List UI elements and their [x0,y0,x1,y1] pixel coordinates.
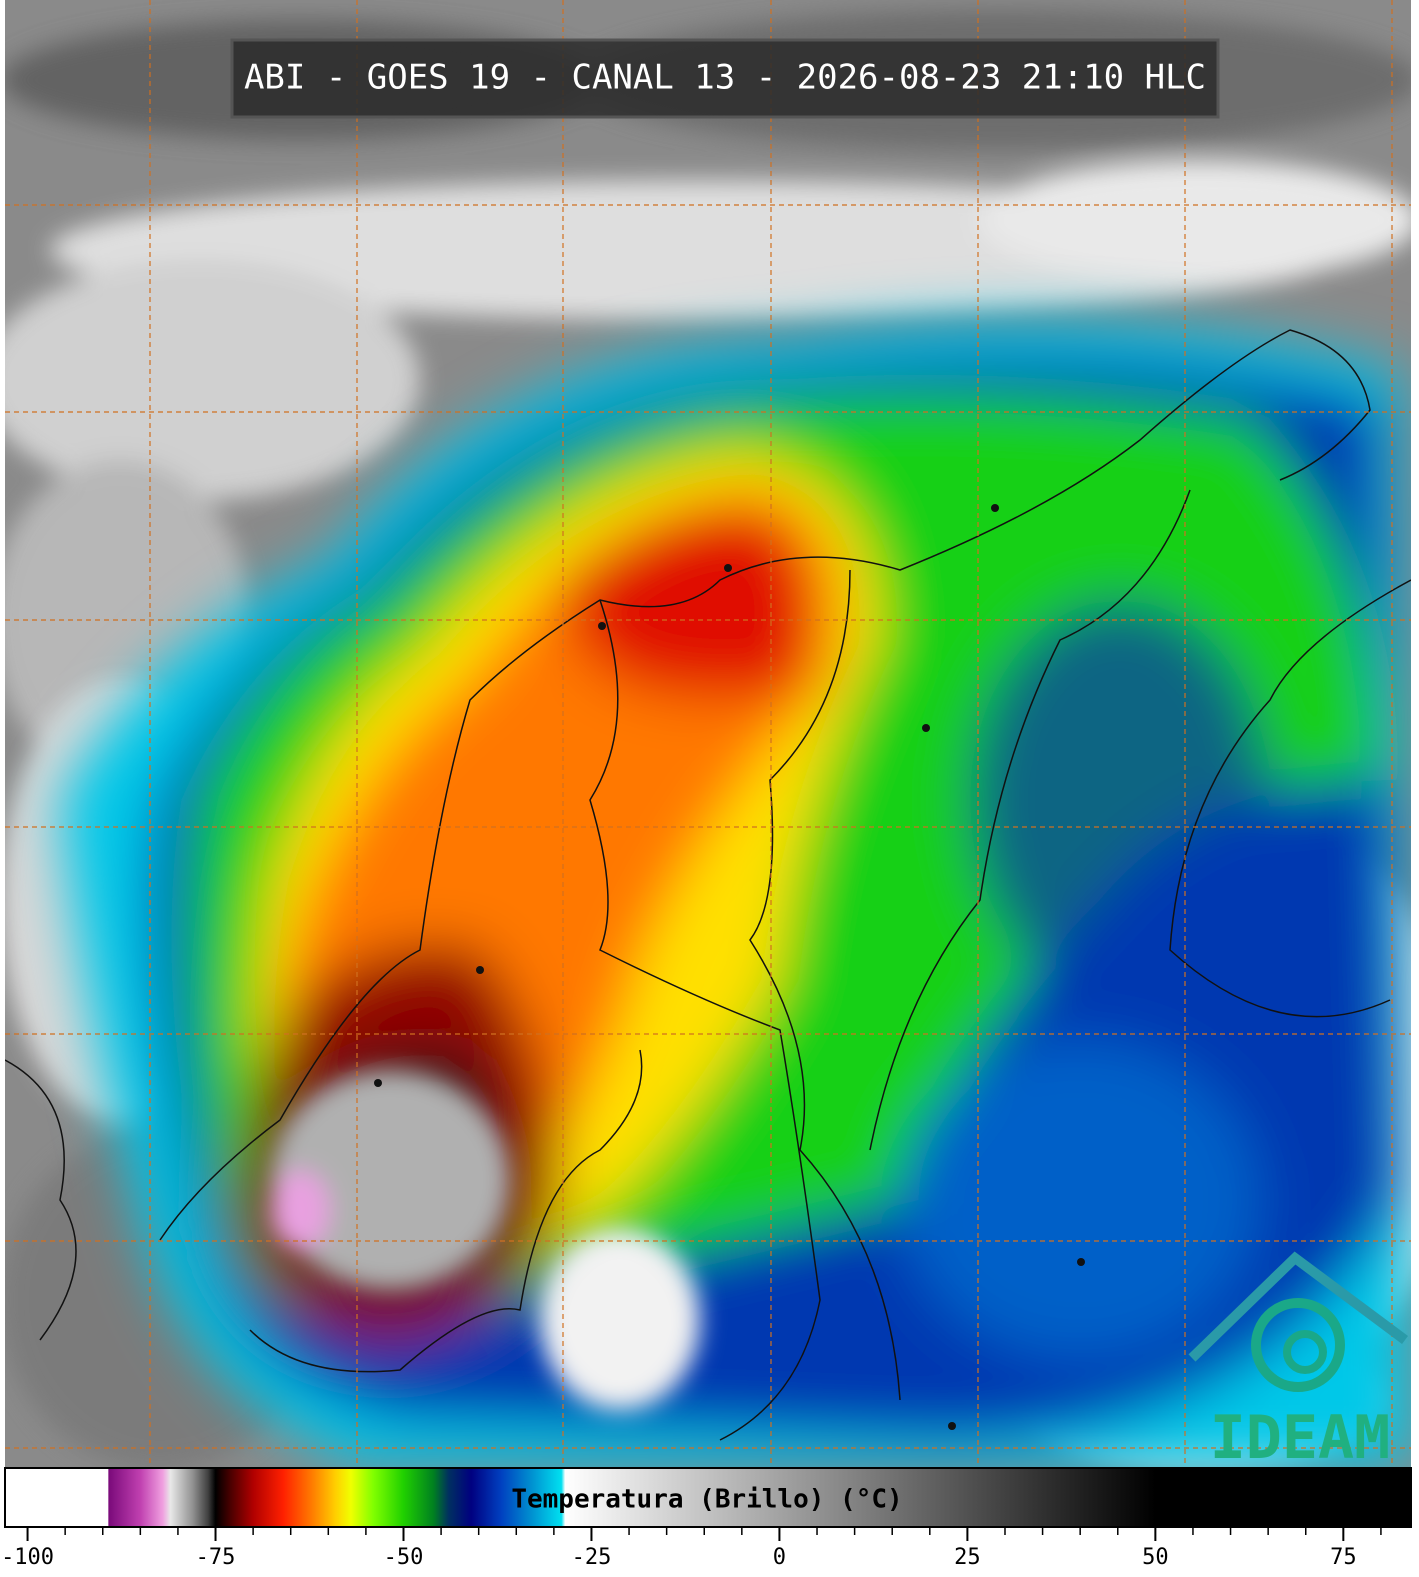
tick-label: 75 [1330,1545,1357,1570]
tick-label: 50 [1142,1545,1169,1570]
logo: IDEAM [1188,1251,1408,1473]
tick-label: 25 [954,1545,981,1570]
satellite-image [5,0,1411,1467]
tick-label: 0 [773,1545,786,1570]
title: ABI - GOES 19 - CANAL 13 - 2026-08-23 21… [244,58,1206,98]
colorbar-fill [4,1467,1412,1528]
colorbar: Temperatura (Brillo) (°C) -100 -75 -50 -25 0… [1,1467,1412,1570]
logo-text: IDEAM [1210,1403,1391,1473]
colorbar-label: Temperatura (Brillo) (°C) [511,1485,902,1515]
tick-label: -75 [196,1545,236,1570]
tick-label: -50 [384,1545,424,1570]
title-box: ABI - GOES 19 - CANAL 13 - 2026-08-23 21… [230,38,1220,119]
tick-label: -100 [1,1545,54,1570]
tick-label: -25 [572,1545,612,1570]
